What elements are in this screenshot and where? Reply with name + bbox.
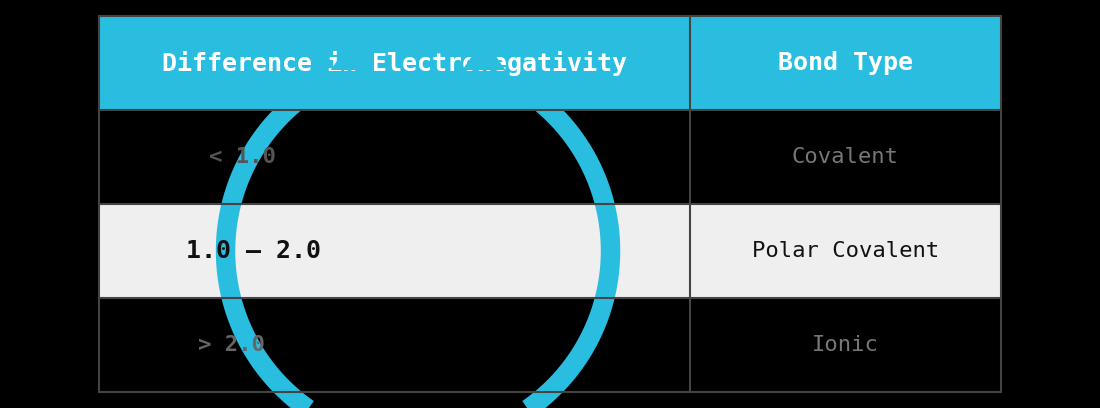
Bar (99, 204, 690, 298)
Text: < 1.0: < 1.0 (209, 147, 275, 167)
Text: Difference in Electronegativity: Difference in Electronegativity (162, 51, 627, 76)
Bar (690, 298, 1001, 392)
Bar (690, 110, 1001, 204)
Bar (99, 110, 690, 204)
Bar (99, 298, 690, 392)
Bar (690, 16, 1001, 110)
Polygon shape (331, 39, 374, 70)
Text: > 2.0: > 2.0 (198, 335, 264, 355)
Bar (690, 204, 1001, 298)
Text: Polar Covalent: Polar Covalent (751, 241, 939, 261)
Text: 1.0 – 2.0: 1.0 – 2.0 (186, 239, 320, 263)
Text: Bond Type: Bond Type (778, 51, 913, 75)
Text: Ionic: Ionic (812, 335, 879, 355)
Text: Covalent: Covalent (792, 147, 899, 167)
Bar (99, 16, 690, 110)
Polygon shape (462, 39, 505, 70)
Bar (99, 16, 1001, 392)
